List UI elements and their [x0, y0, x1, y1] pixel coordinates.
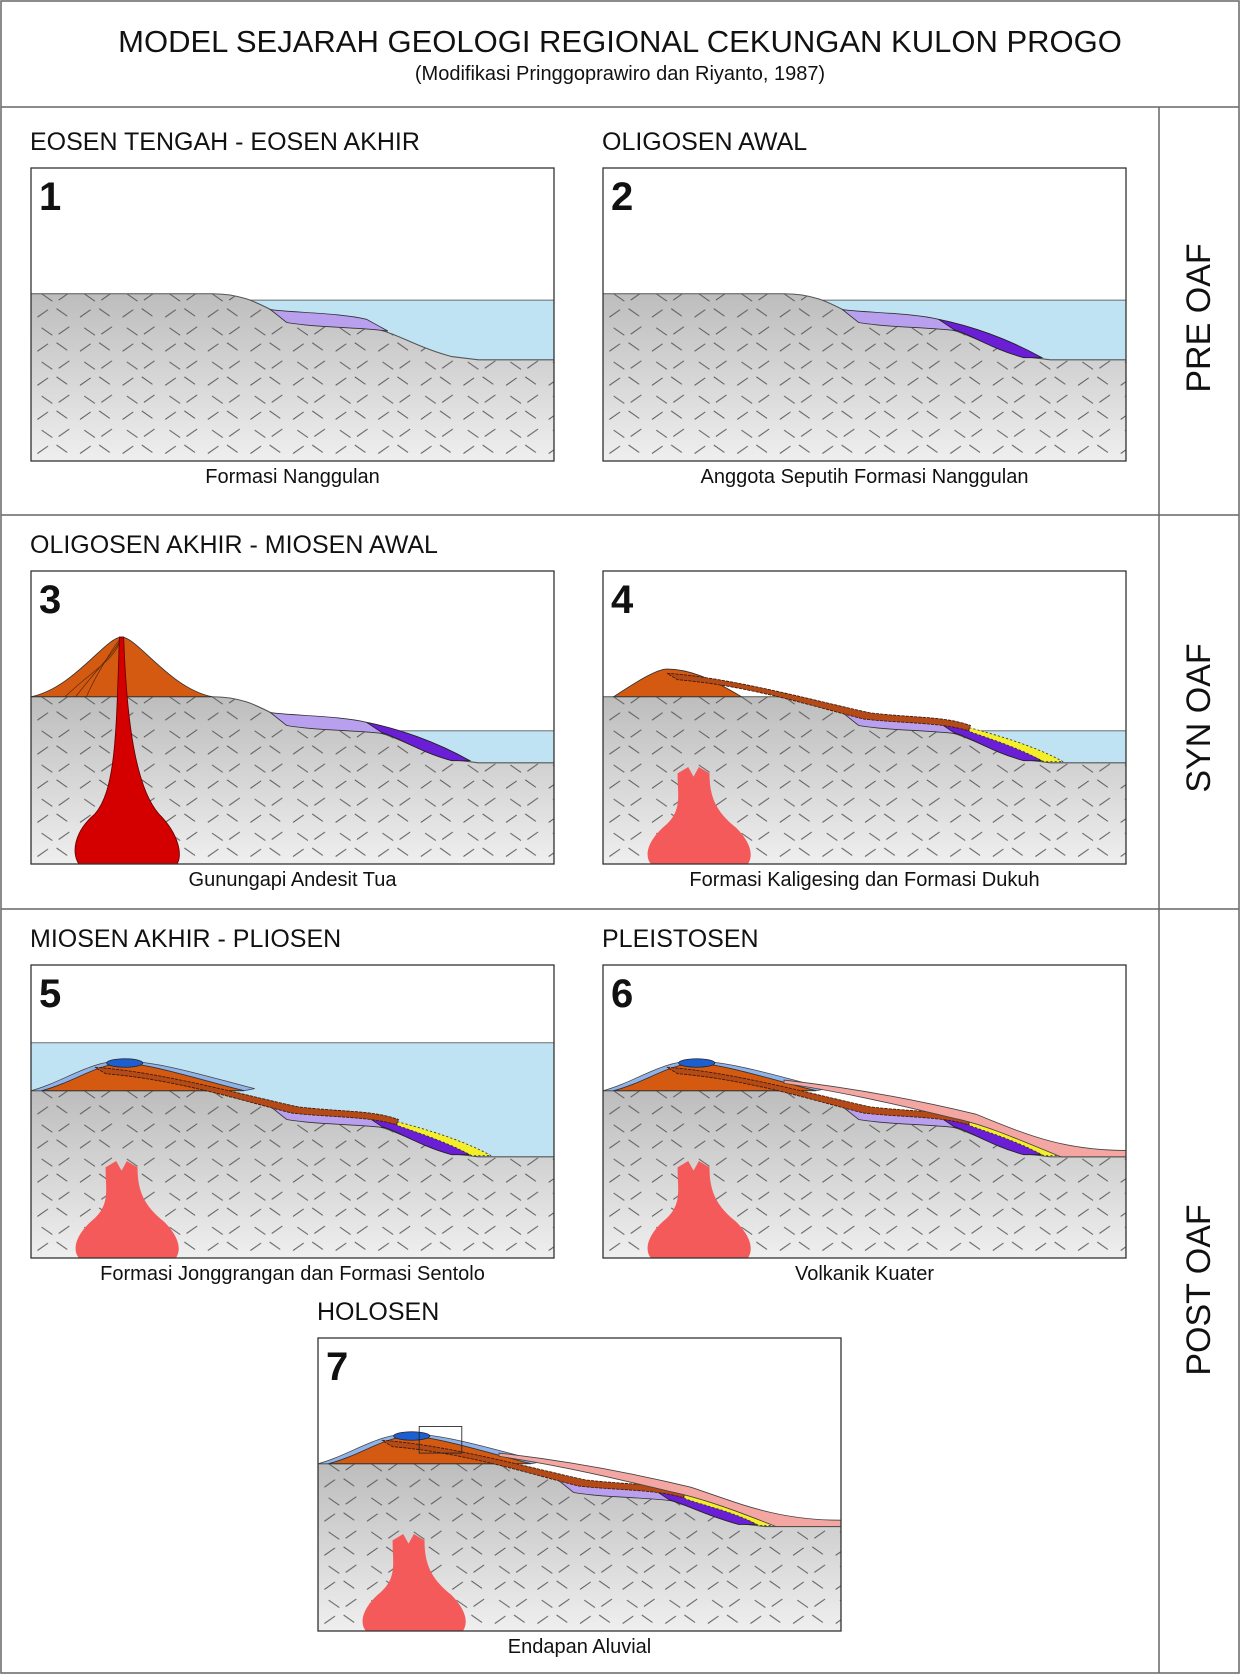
phase-label: POST OAF: [1180, 1204, 1218, 1375]
period-heading: MIOSEN AKHIR - PLIOSEN: [30, 925, 341, 953]
cross-section: [31, 965, 554, 1258]
panel-caption: Formasi Jonggrangan dan Formasi Sentolo: [100, 1263, 485, 1285]
panel-caption: Formasi Kaligesing dan Formasi Dukuh: [689, 869, 1039, 891]
period-heading: OLIGOSEN AKHIR - MIOSEN AWAL: [30, 531, 438, 559]
intrusion: [75, 1161, 179, 1258]
detail-box: [418, 1426, 463, 1454]
panel-number: 5: [39, 972, 61, 1016]
seputih-layer: [366, 721, 472, 762]
basement-texture: [603, 293, 1126, 461]
panel-number: 7: [326, 1345, 348, 1389]
intrusion: [362, 1534, 466, 1631]
phase-label: SYN OAF: [1180, 643, 1218, 792]
panel-number: 4: [611, 578, 634, 622]
period-heading: EOSEN TENGAH - EOSEN AKHIR: [30, 128, 420, 156]
panel-frame: [30, 570, 555, 865]
panel-frame: [30, 964, 555, 1259]
panel-frame: [602, 167, 1127, 462]
cross-section: [318, 1338, 841, 1631]
cross-section: [603, 965, 1126, 1258]
phase-label: PRE OAF: [1180, 243, 1218, 392]
panel-frame: [602, 570, 1127, 865]
panel: HOLOSEN 7 Endapan Aluvial: [317, 1298, 842, 1658]
volcano: [612, 668, 744, 698]
panel-caption: Anggota Seputih Formasi Nanggulan: [701, 466, 1029, 488]
period-heading: PLEISTOSEN: [602, 925, 759, 953]
panel-frame: [317, 1337, 842, 1632]
cross-section: [603, 571, 1126, 864]
dukuh-layer: [391, 1119, 493, 1157]
basement-texture: [603, 1090, 1126, 1258]
reef-cap: [106, 1058, 144, 1068]
magma-conduit: [74, 636, 180, 864]
basement-texture: [318, 1463, 841, 1631]
cross-section: [31, 168, 554, 461]
panel: OLIGOSEN AWAL 2 Anggota Seputih Formasi Na…: [602, 128, 1127, 488]
reef-cap: [678, 1058, 716, 1068]
panel: MIOSEN AKHIR - PLIOSEN 5 Formasi Jonggrang…: [30, 925, 555, 1285]
panel: EOSEN TENGAH - EOSEN AKHIR 1 Formasi Nangg…: [30, 128, 555, 488]
period-heading: OLIGOSEN AWAL: [602, 128, 807, 156]
basement-texture: [31, 293, 554, 461]
subtitle: (Modifikasi Pringgoprawiro dan Riyanto, …: [415, 63, 825, 85]
panel: OLIGOSEN AKHIR - MIOSEN AWAL 3 Gunungapi A…: [30, 531, 555, 891]
panel-number: 6: [611, 972, 633, 1016]
panel-frame: [30, 167, 555, 462]
intrusion: [647, 1161, 751, 1258]
panel-caption: Endapan Aluvial: [508, 1636, 651, 1658]
seputih-layer: [938, 318, 1044, 359]
intrusion: [647, 767, 751, 864]
dukuh-layer: [963, 725, 1065, 763]
panel: PLEISTOSEN 6 Volkanik Kuater: [602, 925, 1127, 1285]
kaligesing-layer: [94, 1066, 400, 1126]
period-heading: HOLOSEN: [317, 1298, 439, 1326]
panel: 4 Formasi Kaligesing dan Formasi Dukuh: [602, 570, 1127, 891]
volcanic-quaternary: [498, 1452, 841, 1528]
panel-caption: Gunungapi Andesit Tua: [189, 869, 398, 891]
cross-section: [603, 168, 1126, 461]
panel-number: 3: [39, 578, 61, 622]
panel-caption: Formasi Nanggulan: [205, 466, 380, 488]
title: MODEL SEJARAH GEOLOGI REGIONAL CEKUNGAN …: [118, 24, 1122, 59]
cross-section: [31, 571, 554, 864]
panel-caption: Volkanik Kuater: [795, 1263, 934, 1285]
basement-texture: [603, 696, 1126, 864]
reef-cap: [393, 1431, 431, 1441]
basement-texture: [31, 1090, 554, 1258]
nanggulan-layer: [269, 309, 389, 332]
panel-number: 2: [611, 175, 633, 219]
volcanic-quaternary: [783, 1079, 1126, 1158]
panels: EOSEN TENGAH - EOSEN AKHIR 1 Formasi Nangg…: [30, 128, 1127, 1658]
panel-number: 1: [39, 175, 61, 219]
panel-frame: [602, 964, 1127, 1259]
kaligesing-layer: [666, 672, 972, 732]
